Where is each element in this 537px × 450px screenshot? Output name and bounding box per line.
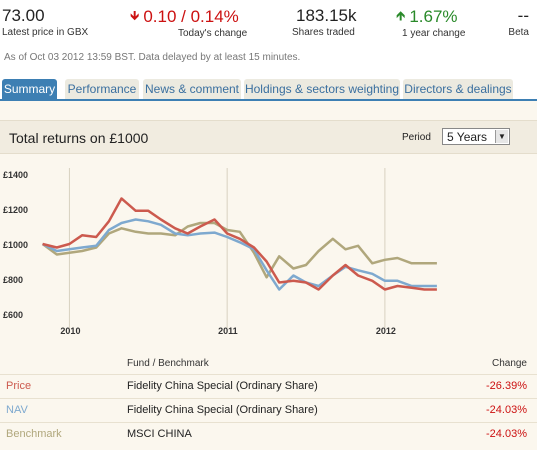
beta-value: -- (517, 6, 529, 25)
y-tick-label: £1000 (3, 240, 28, 250)
row-change: -24.03% (486, 428, 527, 440)
row-fund: MSCI CHINA (127, 428, 192, 440)
table-row-benchmark: Benchmark MSCI CHINA -24.03% (0, 422, 537, 447)
todays-change-value: 0.10 / 0.14% (143, 7, 239, 26)
x-tick-label: 2012 (376, 326, 396, 336)
todays-change-stat: 🡻 0.10 / 0.14% Today's change (130, 6, 247, 40)
beta-stat: -- Beta (507, 6, 529, 39)
row-change: -24.03% (486, 404, 527, 416)
shares-traded-value: 183.15k (296, 6, 357, 25)
period-label: Period (402, 132, 431, 143)
y-tick-label: £1200 (3, 205, 28, 215)
shares-traded-stat: 183.15k Shares traded (292, 6, 357, 39)
table-row-price: Price Fidelity China Special (Ordinary S… (0, 374, 537, 399)
beta-label: Beta (508, 27, 529, 38)
tab-directors-dealings[interactable]: Directors & dealings (403, 79, 513, 99)
row-fund: Fidelity China Special (Ordinary Share) (127, 404, 318, 416)
tab-performance[interactable]: Performance (65, 79, 139, 99)
row-name: Benchmark (6, 428, 62, 440)
data-delay-notice: As of Oct 03 2012 13:59 BST. Data delaye… (4, 52, 301, 63)
year-change-label: 1 year change (402, 28, 466, 39)
chart-title: Total returns on £1000 (9, 130, 149, 146)
row-fund: Fidelity China Special (Ordinary Share) (127, 380, 318, 392)
y-tick-label: £600 (3, 310, 23, 320)
latest-price-stat: 73.00 Latest price in GBX (2, 6, 88, 39)
series-line-benchmark (41, 221, 437, 279)
stats-bar: 73.00 Latest price in GBX 🡻 0.10 / 0.14% … (0, 6, 537, 46)
chevron-down-icon[interactable]: ▼ (495, 130, 508, 143)
todays-change-label: Today's change (178, 28, 248, 39)
fund-column-header: Fund / Benchmark (127, 358, 209, 369)
series-line-nav (42, 218, 437, 291)
y-tick-label: £800 (3, 275, 23, 285)
change-column-header: Change (491, 358, 527, 369)
arrow-down-icon: 🡻 (130, 8, 140, 23)
row-name: NAV (6, 404, 28, 416)
year-change-stat: 🡹 1.67% 1 year change (396, 6, 465, 40)
tab-underline (0, 99, 537, 101)
period-select-value: 5 Years (447, 130, 488, 144)
shares-traded-label: Shares traded (292, 27, 355, 38)
arrow-up-icon: 🡹 (396, 8, 406, 23)
table-row-nav: NAV Fidelity China Special (Ordinary Sha… (0, 398, 537, 423)
latest-price-label: Latest price in GBX (2, 27, 89, 38)
tab-summary[interactable]: Summary (2, 79, 57, 99)
y-tick-label: £1400 (3, 170, 28, 180)
total-returns-chart: £1400 £1200 £1000 £800 £600 2010 2011 2012 (3, 168, 437, 336)
tab-holdings-sectors[interactable]: Holdings & sectors weighting (244, 79, 400, 99)
x-tick-label: 2011 (218, 326, 238, 336)
x-tick-label: 2010 (60, 326, 80, 336)
tab-news-comment[interactable]: News & comment (143, 79, 241, 99)
chart-header: Total returns on £1000 Period 5 Years ▼ (0, 120, 537, 154)
year-change-value: 1.67% (409, 7, 458, 26)
latest-price-value: 73.00 (2, 6, 45, 25)
row-name: Price (6, 380, 32, 392)
series-line-price (42, 197, 437, 291)
period-select[interactable]: 5 Years ▼ (442, 128, 510, 145)
row-change: -26.39% (486, 380, 527, 392)
